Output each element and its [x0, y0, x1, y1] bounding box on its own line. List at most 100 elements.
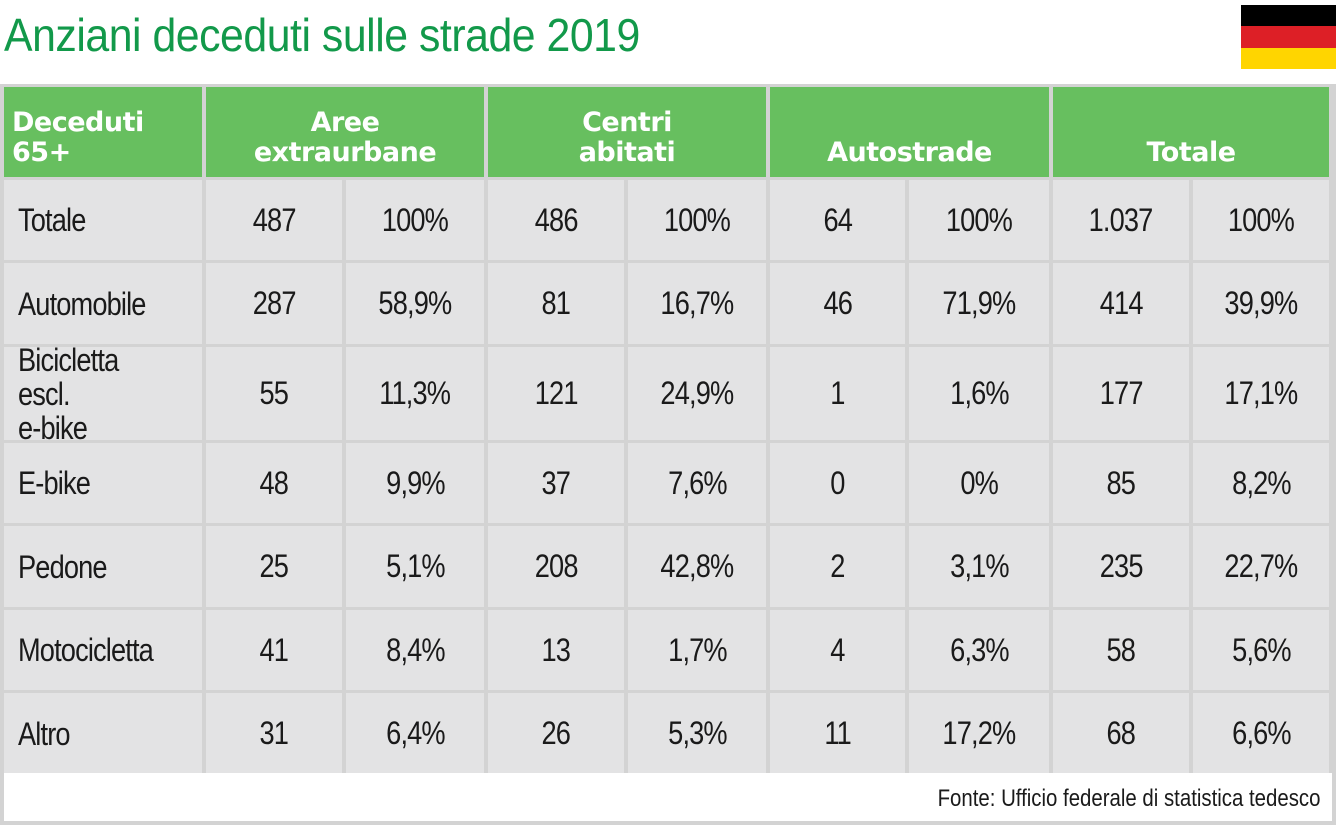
percent-cell: 6,3% [909, 610, 1049, 690]
percent-cell: 3,1% [909, 526, 1049, 607]
cell-value: 46 [823, 285, 852, 321]
cell-value: 48 [259, 464, 289, 501]
count-cell: 0 [770, 443, 905, 523]
row-label-text: Pedone [18, 548, 108, 585]
cell-value: 6,4% [385, 715, 445, 751]
count-cell: 26 [488, 693, 624, 774]
percent-cell: 24,9% [628, 347, 766, 440]
percent-cell: 100% [909, 180, 1049, 260]
cell-value: 1 [830, 375, 845, 411]
cell-value: 486 [534, 201, 579, 238]
header-totale: Totale [1053, 87, 1329, 177]
cell-value: 6,3% [949, 631, 1009, 668]
cell-value: 41 [259, 631, 289, 668]
count-cell: 4 [770, 610, 905, 690]
cell-value: 39,9% [1224, 285, 1299, 321]
cell-value: 55 [259, 375, 289, 411]
percent-cell: 17,1% [1193, 347, 1329, 440]
cell-value: 414 [1099, 285, 1144, 321]
percent-cell: 11,3% [346, 347, 484, 440]
percent-cell: 7,6% [628, 443, 766, 523]
header-autostrade: Autostrade [770, 87, 1049, 177]
germany-flag-icon [1241, 5, 1336, 69]
row-label: Totale [4, 180, 202, 260]
row-label-text: Automobile [18, 285, 146, 322]
count-cell: 55 [206, 347, 342, 440]
cell-value: 71,9% [942, 285, 1017, 321]
flag-stripe-black [1241, 5, 1336, 27]
cell-value: 31 [259, 715, 289, 751]
count-cell: 235 [1053, 526, 1189, 607]
flag-stripe-red [1241, 26, 1336, 48]
percent-cell: 0% [909, 443, 1049, 523]
count-cell: 177 [1053, 347, 1189, 440]
cell-value: 100% [945, 201, 1013, 238]
percent-cell: 17,2% [909, 693, 1049, 774]
percent-cell: 5,3% [628, 693, 766, 774]
count-cell: 1 [770, 347, 905, 440]
cell-value: 7,6% [667, 464, 727, 501]
count-cell: 487 [206, 180, 342, 260]
count-cell: 414 [1053, 263, 1189, 344]
count-cell: 37 [488, 443, 624, 523]
footer: Fonte: Ufficio federale di statistica te… [4, 773, 1332, 821]
row-label: Bicicletta escl. e-bike [4, 343, 202, 445]
cell-value: 25 [259, 548, 289, 584]
cell-value: 16,7% [660, 285, 735, 321]
count-cell: 41 [206, 610, 342, 690]
percent-cell: 1,7% [628, 610, 766, 690]
cell-value: 4 [830, 631, 845, 668]
count-cell: 287 [206, 263, 342, 344]
source-note: Fonte: Ufficio federale di statistica te… [937, 785, 1320, 812]
cell-value: 100% [663, 201, 731, 238]
cell-value: 487 [252, 201, 297, 238]
cell-value: 5,1% [385, 548, 445, 584]
count-cell: 31 [206, 693, 342, 774]
count-cell: 486 [488, 180, 624, 260]
data-table: Deceduti 65+ Aree extraurbane Centri abi… [4, 87, 1329, 774]
count-cell: 85 [1053, 443, 1189, 523]
percent-cell: 8,4% [346, 610, 484, 690]
cell-value: 85 [1106, 464, 1136, 501]
cell-value: 2 [830, 548, 845, 584]
row-label: E-bike [4, 443, 202, 523]
cell-value: 100% [1227, 201, 1295, 238]
row-label: Motocicletta [4, 610, 202, 690]
cell-value: 37 [541, 464, 571, 501]
cell-value: 11,3% [379, 375, 452, 411]
cell-value: 287 [252, 285, 297, 321]
count-cell: 64 [770, 180, 905, 260]
cell-value: 235 [1099, 548, 1144, 584]
cell-value: 0% [960, 464, 998, 501]
row-label-text: Motocicletta [18, 632, 154, 668]
percent-cell: 1,6% [909, 347, 1049, 440]
cell-value: 5,6% [1231, 631, 1291, 668]
header-deceduti: Deceduti 65+ [4, 87, 202, 177]
cell-value: 64 [823, 201, 852, 238]
percent-cell: 100% [628, 180, 766, 260]
cell-value: 22,7% [1224, 548, 1299, 584]
percent-cell: 6,6% [1193, 693, 1329, 774]
cell-value: 208 [534, 548, 579, 584]
cell-value: 3,1% [949, 548, 1009, 584]
count-cell: 2 [770, 526, 905, 607]
row-label-text: Totale [18, 202, 86, 238]
count-cell: 1.037 [1053, 180, 1189, 260]
percent-cell: 42,8% [628, 526, 766, 607]
cell-value: 68 [1106, 715, 1136, 751]
cell-value: 8,4% [385, 631, 445, 668]
row-label: Altro [4, 693, 202, 774]
percent-cell: 58,9% [346, 263, 484, 344]
cell-value: 5,3% [667, 715, 727, 751]
cell-value: 9,9% [385, 464, 445, 501]
header-aree-extraurbane: Aree extraurbane [206, 87, 484, 177]
cell-value: 177 [1099, 375, 1144, 411]
percent-cell: 16,7% [628, 263, 766, 344]
cell-value: 1,7% [667, 631, 727, 668]
cell-value: 17,1% [1224, 375, 1299, 411]
flag-stripe-gold [1241, 47, 1336, 69]
cell-value: 58,9% [378, 285, 453, 321]
row-label-text: Bicicletta escl. e-bike [18, 341, 119, 446]
count-cell: 25 [206, 526, 342, 607]
count-cell: 48 [206, 443, 342, 523]
